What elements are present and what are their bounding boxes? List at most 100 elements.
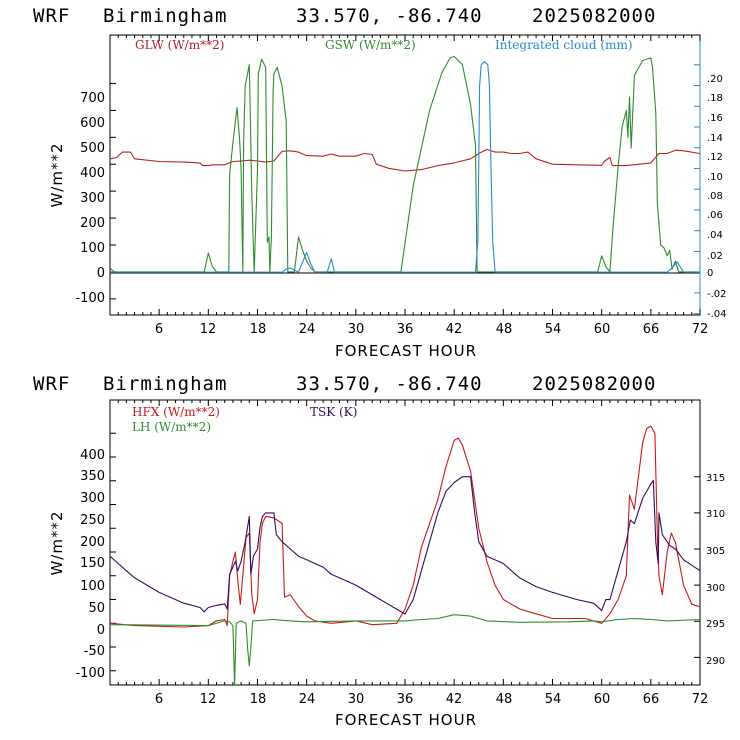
series-line-glw xyxy=(109,148,701,172)
x-tick-label: 66 xyxy=(643,692,660,707)
tick-marks xyxy=(109,400,701,685)
y2-tick-label: .06 xyxy=(707,210,723,221)
x-tick-label: 12 xyxy=(200,692,217,707)
header-coords: 33.570, -86.740 xyxy=(296,5,483,27)
x-tick-label: 66 xyxy=(643,322,660,337)
y-tick-label: 100 xyxy=(80,241,105,256)
y-axis-label: W/m**2 xyxy=(48,510,66,575)
y-tick-label: 0 xyxy=(97,623,105,638)
header-site: Birmingham xyxy=(103,5,227,27)
y-tick-label: 600 xyxy=(80,116,105,131)
y2-tick-label: .14 xyxy=(707,133,723,144)
y-tick-label: 50 xyxy=(88,601,105,616)
y2-tick-label: -.04 xyxy=(707,309,727,320)
y2-tick-label: .08 xyxy=(707,191,723,202)
series-line-cloud xyxy=(110,61,700,273)
y-tick-label: 300 xyxy=(80,191,105,206)
x-tick-label: 42 xyxy=(446,692,463,707)
plot-frame xyxy=(109,399,701,686)
x-tick-label: 36 xyxy=(397,692,414,707)
x-tick-label: 24 xyxy=(299,322,316,337)
y-tick-label: 100 xyxy=(80,579,105,594)
y-axis-label: W/m**2 xyxy=(48,142,66,207)
x-tick-label: 18 xyxy=(250,692,267,707)
y2-tick-label: -.02 xyxy=(707,289,727,300)
x-tick-label: 48 xyxy=(496,692,513,707)
y-tick-label: 700 xyxy=(80,91,105,106)
y-tick-label: 400 xyxy=(80,166,105,181)
y2-tick-label: 290 xyxy=(706,656,725,667)
y2-tick-labels: 290 295 300 305 310 315 xyxy=(706,473,725,667)
legend-lh: LH (W/m**2) xyxy=(132,420,211,434)
y2-tick-labels: -.04 -.02 0 .02 .04 .06 .08 .10 .12 .14 … xyxy=(707,74,727,320)
header-model: WRF xyxy=(33,373,70,395)
x-tick-label: 60 xyxy=(594,692,611,707)
x-tick-label: 30 xyxy=(348,322,365,337)
y2-tick-label: .10 xyxy=(707,172,723,183)
x-tick-label: 12 xyxy=(200,322,217,337)
x-tick-labels: 6 12 18 24 30 36 42 48 54 60 66 72 xyxy=(155,322,708,337)
x-tick-labels: 6 12 18 24 30 36 42 48 54 60 66 72 xyxy=(155,692,708,707)
y-tick-label: 400 xyxy=(80,448,105,463)
legend-gsw: GSW (W/m**2) xyxy=(325,38,416,52)
x-tick-label: 72 xyxy=(692,322,709,337)
tick-marks xyxy=(109,35,701,315)
y2-tick-label: 310 xyxy=(706,509,725,520)
series-line-tsk xyxy=(109,476,701,615)
y2-tick-label: 300 xyxy=(706,583,725,594)
series-line-gsw xyxy=(109,55,700,273)
x-axis-label: FORECAST HOUR xyxy=(335,711,477,729)
y-tick-label: 200 xyxy=(80,216,105,231)
y-tick-label: -100 xyxy=(75,291,105,306)
x-tick-label: 60 xyxy=(594,322,611,337)
y2-tick-label: 0 xyxy=(707,268,713,279)
series-lines xyxy=(109,55,701,273)
series-lines xyxy=(109,425,701,686)
header-coords: 33.570, -86.740 xyxy=(296,373,483,395)
y2-tick-label: .04 xyxy=(707,230,723,241)
x-tick-label: 18 xyxy=(250,322,267,337)
x-tick-label: 42 xyxy=(446,322,463,337)
panel-radiation: WRF Birmingham 33.570, -86.740 202508200… xyxy=(33,5,727,360)
header-site: Birmingham xyxy=(103,373,227,395)
x-tick-label: 72 xyxy=(692,692,709,707)
header-init-time: 2025082000 xyxy=(532,373,656,395)
header-init-time: 2025082000 xyxy=(532,5,656,27)
series-line-hfx xyxy=(109,425,701,628)
x-tick-label: 6 xyxy=(155,322,163,337)
y-tick-label: 350 xyxy=(80,469,105,484)
legend-hfx: HFX (W/m**2) xyxy=(132,405,220,419)
y2-tick-label: .12 xyxy=(707,152,723,163)
y-tick-label: 500 xyxy=(80,141,105,156)
legend-glw: GLW (W/m**2) xyxy=(135,38,224,52)
y2-tick-label: 315 xyxy=(706,473,725,484)
y-tick-label: 300 xyxy=(80,491,105,506)
x-tick-label: 24 xyxy=(299,692,316,707)
y-tick-label: -50 xyxy=(84,644,105,659)
x-tick-label: 6 xyxy=(155,692,163,707)
y2-tick-label: 295 xyxy=(706,619,725,630)
x-tick-label: 30 xyxy=(348,692,365,707)
y-tick-label: 0 xyxy=(97,266,105,281)
y2-tick-label: .20 xyxy=(707,74,723,85)
x-axis-label: FORECAST HOUR xyxy=(335,342,477,360)
y2-tick-label: 305 xyxy=(706,546,725,557)
x-tick-label: 54 xyxy=(545,692,562,707)
x-tick-label: 36 xyxy=(397,322,414,337)
y-tick-label: 150 xyxy=(80,556,105,571)
y2-tick-label: .02 xyxy=(707,251,723,262)
y-tick-labels: -100 -50 0 50 100 150 200 250 300 350 40… xyxy=(75,448,105,681)
legend-cloud: Integrated cloud (mm) xyxy=(495,38,633,52)
y-tick-label: 250 xyxy=(80,513,105,528)
header-model: WRF xyxy=(33,5,70,27)
y-tick-labels: -100 0 100 200 300 400 500 600 700 xyxy=(75,91,105,306)
y2-tick-label: .16 xyxy=(707,113,723,124)
x-tick-label: 54 xyxy=(545,322,562,337)
y-tick-label: -100 xyxy=(75,666,105,681)
y2-tick-label: .18 xyxy=(707,93,723,104)
legend-tsk: TSK (K) xyxy=(310,405,357,419)
series-line-lh xyxy=(109,614,701,686)
x-tick-label: 48 xyxy=(496,322,513,337)
panel-fluxes: WRF Birmingham 33.570, -86.740 202508200… xyxy=(33,373,725,729)
